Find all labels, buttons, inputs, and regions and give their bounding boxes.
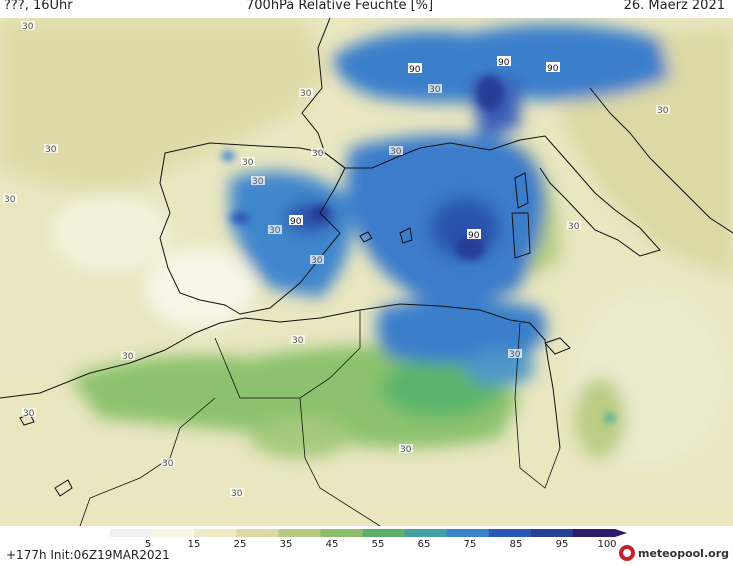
logo-text: meteopool.org [638, 546, 729, 560]
map-title: 700hPa Relative Feuchte [%] [246, 0, 434, 13]
forecast-hour-label: ???, 16Uhr [4, 0, 73, 13]
legend-tick: 100 [597, 539, 617, 550]
contour-label-30: 30 [22, 22, 34, 32]
contour-label-30: 30 [400, 445, 412, 455]
color-scale-arrow [615, 529, 627, 537]
contour-label-90: 90 [468, 231, 480, 241]
meteopool-logo[interactable]: meteopool.org [619, 543, 729, 563]
color-scale-step [488, 529, 532, 537]
legend-tick: 25 [233, 539, 247, 550]
legend-bar: 5 15 25 35 45 55 65 75 85 95 100 +177h I… [0, 526, 733, 566]
contour-label-30: 30 [568, 222, 580, 232]
color-scale-step [320, 529, 363, 537]
contour-label-30: 30 [23, 409, 35, 419]
contour-label-30: 30 [390, 147, 402, 157]
color-scale-step [572, 529, 616, 537]
contour-label-30: 30 [657, 106, 669, 116]
color-scale-step [110, 529, 153, 537]
header: ???, 16Uhr 700hPa Relative Feuchte [%] 2… [0, 0, 733, 18]
color-scale-step [278, 529, 321, 537]
humidity-map: 30 30 30 30 30 30 30 30 30 30 30 30 30 3… [0, 18, 733, 526]
legend-tick: 35 [279, 539, 293, 550]
color-scale [110, 529, 627, 537]
contour-label-90: 90 [290, 217, 302, 227]
contour-label-90: 90 [498, 58, 510, 68]
contour-label-30: 30 [312, 149, 324, 159]
contour-label-30: 30 [509, 350, 521, 360]
contour-label-30: 30 [269, 226, 281, 236]
valid-date: 26. Maerz 2021 [623, 0, 725, 13]
color-scale-step [194, 529, 237, 537]
contour-label-30: 30 [162, 459, 174, 469]
contour-label-30: 30 [242, 158, 254, 168]
contour-label-30: 30 [429, 85, 441, 95]
color-scale-step [530, 529, 574, 537]
color-scale-step [152, 529, 195, 537]
contour-label-30: 30 [300, 89, 312, 99]
contour-label-30: 30 [45, 145, 57, 155]
contour-label-30: 30 [292, 336, 304, 346]
contour-label-30: 30 [231, 489, 243, 499]
legend-tick: 45 [325, 539, 339, 550]
legend-tick: 55 [371, 539, 385, 550]
color-scale-step [362, 529, 406, 537]
color-scale-step [446, 529, 490, 537]
meteopool-logo-icon [619, 545, 635, 561]
legend-tick: 95 [555, 539, 569, 550]
color-scale-step [236, 529, 279, 537]
init-time-label: +177h Init:06Z19MAR2021 [6, 548, 170, 562]
legend-tick: 65 [417, 539, 431, 550]
legend-tick: 15 [187, 539, 201, 550]
contour-label-30: 30 [252, 177, 264, 187]
legend-tick: 75 [463, 539, 477, 550]
legend-tick: 85 [509, 539, 523, 550]
contour-label-90: 90 [409, 65, 421, 75]
contour-label-90: 90 [547, 64, 559, 74]
legend-tick: 5 [144, 539, 152, 550]
color-scale-step [404, 529, 448, 537]
contour-label-30: 30 [4, 195, 16, 205]
contour-label-30: 30 [122, 352, 134, 362]
contour-label-30: 30 [311, 256, 323, 266]
